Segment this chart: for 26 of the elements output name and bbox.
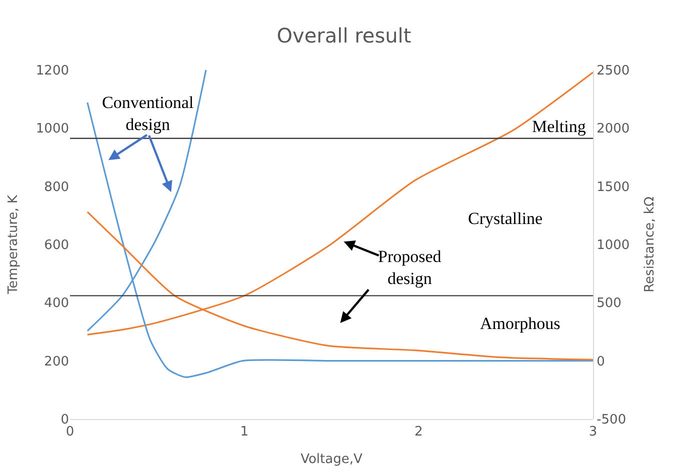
y-tick-label: 600	[44, 238, 69, 254]
annotation: Amorphous	[480, 314, 560, 333]
y2-tick-label: 2000	[596, 122, 630, 137]
x-tick-label: 1	[240, 424, 248, 440]
x-tick-label: 2	[414, 424, 423, 440]
y-tick-label: 1000	[36, 122, 69, 137]
x-tick-label: 3	[588, 424, 598, 440]
chart-title: Overall result	[276, 24, 412, 48]
annotation: Proposed design	[378, 247, 442, 288]
y2-tick-label: 0	[596, 354, 605, 370]
y2-tick-label: -500	[596, 412, 626, 428]
y2-tick-label: 1500	[596, 180, 630, 195]
annotation: Conventional design	[102, 93, 194, 134]
y-tick-label: 200	[44, 354, 69, 370]
y-tick-label: 1200	[36, 64, 69, 79]
y2-axis-title: Resistance, kΩ	[642, 196, 658, 292]
y-tick-label: 0	[60, 412, 69, 428]
y2-tick-label: 2500	[596, 64, 630, 79]
annotation: Crystalline	[468, 209, 543, 228]
y-tick-label: 400	[44, 296, 69, 312]
ref-line-label: Melting	[532, 117, 586, 136]
y-tick-label: 800	[44, 180, 69, 195]
y2-tick-label: 500	[596, 296, 622, 312]
x-axis-title: Voltage,V	[300, 452, 362, 468]
y2-tick-label: 1000	[596, 238, 630, 254]
y-axis-title: Temperature, K	[6, 194, 21, 296]
